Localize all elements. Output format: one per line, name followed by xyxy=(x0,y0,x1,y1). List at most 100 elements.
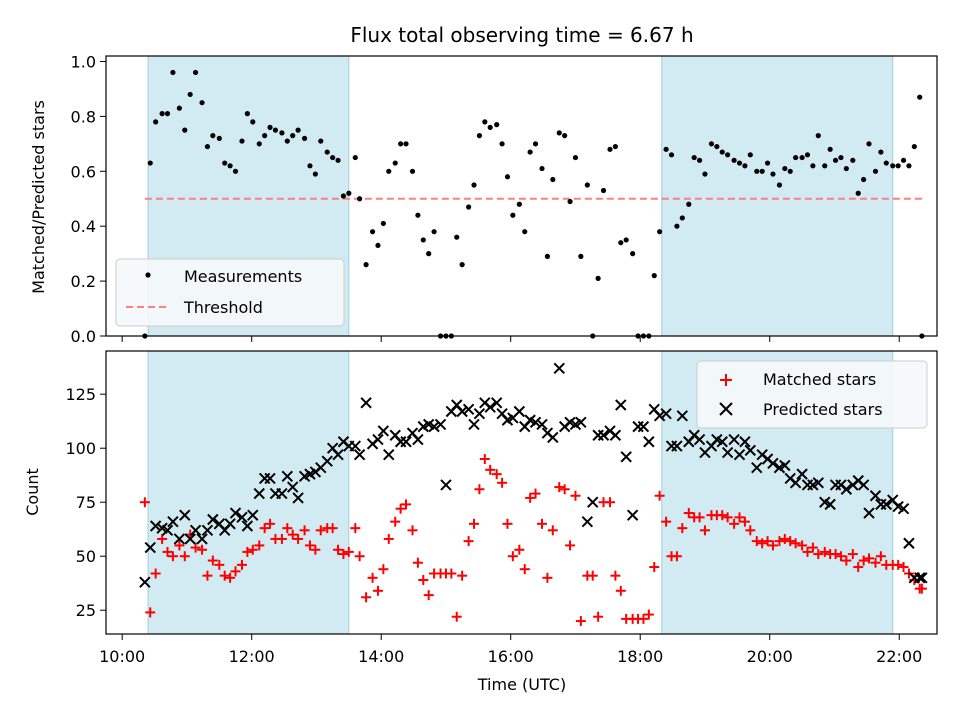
bottom-legend: Matched stars Predicted stars xyxy=(696,360,928,429)
matched-stars-point xyxy=(202,570,213,581)
measurement-point xyxy=(352,154,358,161)
matched-stars-point xyxy=(779,533,790,544)
predicted-stars-point xyxy=(587,496,599,508)
matched-stars-point xyxy=(333,544,344,555)
matched-stars-point xyxy=(287,529,298,540)
predicted-stars-point xyxy=(620,451,632,463)
matched-stars-point xyxy=(734,512,745,523)
predicted-stars-point xyxy=(529,416,542,428)
measurement-point xyxy=(250,119,256,125)
measurement-point xyxy=(398,141,404,147)
measurement-point xyxy=(691,154,697,161)
measurement-point xyxy=(804,152,811,158)
predicted-stars-point xyxy=(440,479,452,491)
measurement-point xyxy=(340,193,347,199)
predicted-stars-point xyxy=(184,533,196,545)
predicted-stars-point xyxy=(332,448,344,461)
measurement-point xyxy=(330,154,336,161)
measurement-point xyxy=(607,146,613,152)
bottom-y-tick-label: 125 xyxy=(65,385,96,404)
measurement-point xyxy=(911,143,917,150)
matched-stars-point xyxy=(469,518,480,529)
predicted-stars-point xyxy=(253,487,265,500)
measurement-point xyxy=(499,141,505,147)
matched-stars-point xyxy=(853,562,864,573)
matched-stars-point xyxy=(807,542,818,553)
matched-stars-point xyxy=(139,497,150,508)
matched-stars-point xyxy=(864,553,875,564)
matched-stars-point xyxy=(327,523,338,534)
matched-stars-point xyxy=(604,497,615,508)
measurement-point xyxy=(239,138,245,144)
measurement-point xyxy=(267,124,273,130)
matched-stars-point xyxy=(790,538,801,549)
measurement-point xyxy=(216,135,222,141)
measurement-point xyxy=(850,157,856,163)
predicted-stars-point xyxy=(693,433,706,446)
matched-stars-point xyxy=(916,583,927,594)
matched-stars-point xyxy=(694,512,705,523)
matched-stars-point xyxy=(757,538,768,549)
measurement-point xyxy=(290,133,296,139)
matched-stars-point xyxy=(367,572,378,583)
matched-stars-point xyxy=(502,518,513,529)
measurement-point xyxy=(307,163,313,169)
measurement-point xyxy=(380,220,386,227)
measurement-point xyxy=(466,204,472,210)
measurement-point xyxy=(222,160,228,166)
measurement-point xyxy=(176,105,182,111)
measurement-point xyxy=(663,146,669,152)
measurement-point xyxy=(861,176,867,183)
predicted-stars-point xyxy=(721,446,734,459)
predicted-stars-point xyxy=(914,572,926,584)
measurement-point xyxy=(279,130,285,136)
measurement-point xyxy=(895,163,901,169)
matched-stars-point xyxy=(407,525,418,536)
measurement-point xyxy=(725,152,731,158)
predicted-stars-point xyxy=(247,509,259,521)
measurement-point xyxy=(504,174,511,180)
matched-stars-point xyxy=(145,607,156,618)
measurement-point xyxy=(623,237,629,243)
predicted-stars-point xyxy=(372,433,384,446)
measurement-point xyxy=(426,251,432,257)
matched-stars-point xyxy=(214,559,225,570)
measurement-point xyxy=(917,94,923,100)
predicted-stars-point xyxy=(536,418,548,431)
predicted-stars-point xyxy=(473,407,486,420)
measurement-point xyxy=(651,273,657,279)
predicted-stars-point xyxy=(161,524,174,537)
matched-stars-point xyxy=(207,555,218,566)
matched-stars-point xyxy=(491,469,502,480)
matched-stars-point xyxy=(525,492,536,503)
measurement-point xyxy=(494,122,500,128)
measurement-point xyxy=(810,163,816,169)
matched-stars-point xyxy=(485,464,496,475)
x-tick-label: 14:00 xyxy=(358,647,404,666)
matched-stars-point xyxy=(299,525,310,536)
predicted-stars-point xyxy=(609,429,622,441)
measurement-point xyxy=(375,242,381,249)
predicted-stars-point xyxy=(377,425,390,437)
measurement-point xyxy=(227,163,233,169)
predicted-stars-point xyxy=(353,448,366,461)
x-tick-label: 10:00 xyxy=(99,647,145,666)
measurement-point xyxy=(686,201,692,207)
predicted-stars-point xyxy=(207,513,219,526)
predicted-stars-point xyxy=(321,455,333,467)
measurement-point xyxy=(878,149,884,155)
matched-stars-point xyxy=(739,516,750,527)
matched-stars-point xyxy=(729,518,740,529)
measurement-point xyxy=(736,160,743,166)
predicted-stars-point xyxy=(812,477,824,489)
matched-stars-point xyxy=(167,551,178,562)
measurement-point xyxy=(363,262,369,268)
matched-stars-point xyxy=(785,536,796,547)
predicted-stars-point xyxy=(880,498,892,511)
matched-stars-point xyxy=(774,536,785,547)
measurement-point xyxy=(747,152,753,158)
predicted-stars-point xyxy=(349,440,362,452)
matched-stars-point xyxy=(372,585,383,596)
matched-stars-point xyxy=(671,551,682,562)
matched-stars-point xyxy=(463,536,474,547)
